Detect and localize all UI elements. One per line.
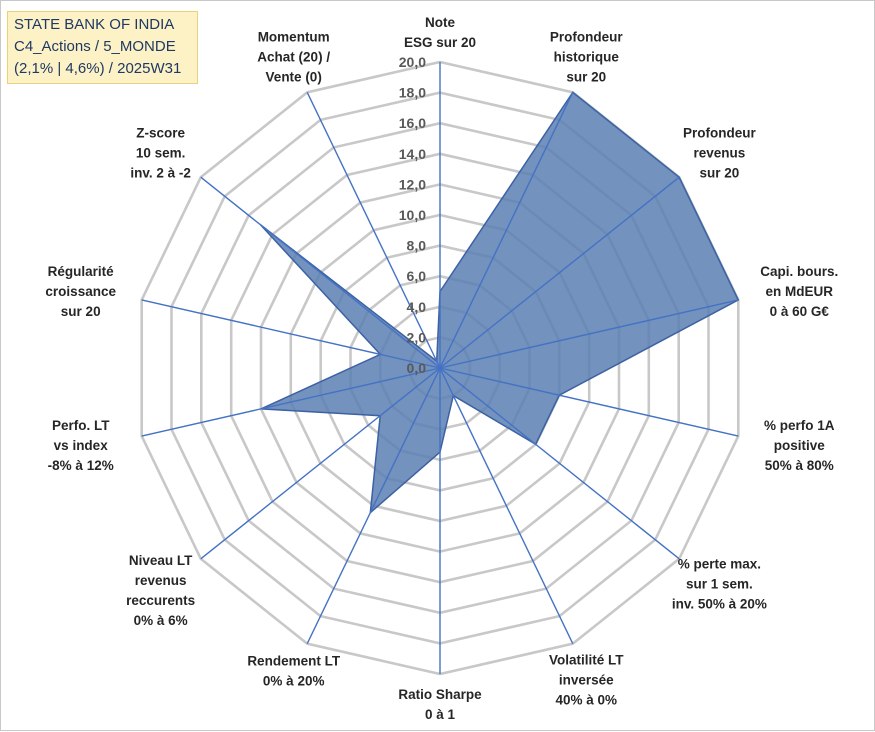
tick-label: 6,0 [407,268,427,284]
axis-label-line: Profondeur [683,125,756,140]
axis-label-line: inversée [559,673,614,688]
axis-label-line: 40% à 0% [556,693,618,708]
axis-label-line: % perfo 1A [764,418,835,433]
tick-label: 8,0 [407,238,427,254]
axis-label-line: 10 sem. [136,145,186,160]
axis-label-line: sur 20 [700,165,740,180]
axis-label: % perte max. sur 1 sem. inv. 50% à 20% [672,557,767,612]
axis-label: % perfo 1A positive 50% à 80% [764,418,835,473]
axis-label-line: ESG sur 20 [404,35,476,50]
axis-label: Ratio Sharpe 0 à 1 [398,687,482,722]
axis-label-line: Ratio Sharpe [398,687,482,702]
axis-label-line: inv. 50% à 20% [672,597,767,612]
tick-label: 4,0 [407,299,427,315]
axis-label: Z-score 10 sem. inv. 2 à -2 [130,125,191,180]
axis-label-line: positive [774,438,826,453]
axis-label-line: Profondeur [550,29,623,44]
tick-label: 20,0 [399,54,426,70]
axis-label-line: Momentum [258,29,330,44]
axis-label-line: reccurents [126,593,195,608]
axis-label: Rendement LT 0% à 20% [247,654,341,689]
axis-label-line: 0 à 60 G€ [770,304,830,319]
axis-label-line: Capi. bours. [760,264,838,279]
axis-label-line: Note [425,15,455,30]
axis-label-line: % perte max. [678,557,761,572]
tick-label: 14,0 [399,146,426,162]
axis-label-line: sur 20 [61,304,101,319]
title-line-period: (2,1% | 4,6%) / 2025W31 [14,58,191,80]
axis-label: Volatilité LT inversée 40% à 0% [549,653,624,708]
tick-label: 18,0 [399,85,426,101]
axis-label-line: sur 1 sem. [686,577,753,592]
axis-label-line: revenus [694,145,746,160]
axis-label-line: 0% à 6% [134,613,188,628]
axis-label-line: 0% à 20% [263,674,325,689]
axis-label-line: Régularité [48,264,115,279]
axis-label: Perfo. LT vs index -8% à 12% [48,418,114,473]
tick-label: 0,0 [407,360,427,376]
axis-label-line: croissance [45,284,116,299]
axis-label-line: revenus [135,573,187,588]
axis-label-line: Rendement LT [247,654,341,669]
axis-label: Profondeur revenus sur 20 [683,125,756,180]
axis-label: Niveau LT revenus reccurents 0% à 6% [126,553,195,628]
axis-label: Profondeur historique sur 20 [550,29,623,84]
axis-label-line: Z-score [136,125,185,140]
title-line-category: C4_Actions / 5_MONDE [14,36,191,58]
tick-label: 16,0 [399,115,426,131]
axis-label-line: Vente (0) [266,69,322,84]
axis-label-line: Niveau LT [129,553,193,568]
axis-label: Capi. bours. en MdEUR 0 à 60 G€ [760,264,838,319]
tick-label: 2,0 [407,329,427,345]
axis-label-line: en MdEUR [766,284,834,299]
axis-label-line: sur 20 [566,69,606,84]
axis-label-line: Perfo. LT [52,418,110,433]
axis-label: Momentum Achat (20) / Vente (0) [257,29,330,84]
axis-label-line: Volatilité LT [549,653,624,668]
tick-label: 12,0 [399,176,426,192]
axis-label-line: historique [554,49,620,64]
chart-title-box: STATE BANK OF INDIA C4_Actions / 5_MONDE… [7,11,198,84]
axis-label-line: inv. 2 à -2 [130,165,191,180]
title-line-company: STATE BANK OF INDIA [14,14,191,36]
axis-label: Note ESG sur 20 [404,15,476,50]
axis-label: Régularité croissance sur 20 [45,264,116,319]
axis-label-line: -8% à 12% [48,458,114,473]
axis-label-line: 0 à 1 [425,707,456,722]
tick-label: 10,0 [399,207,426,223]
axis-label-line: Achat (20) / [257,49,330,64]
axis-label-line: vs index [54,438,109,453]
axis-label-line: 50% à 80% [765,458,834,473]
